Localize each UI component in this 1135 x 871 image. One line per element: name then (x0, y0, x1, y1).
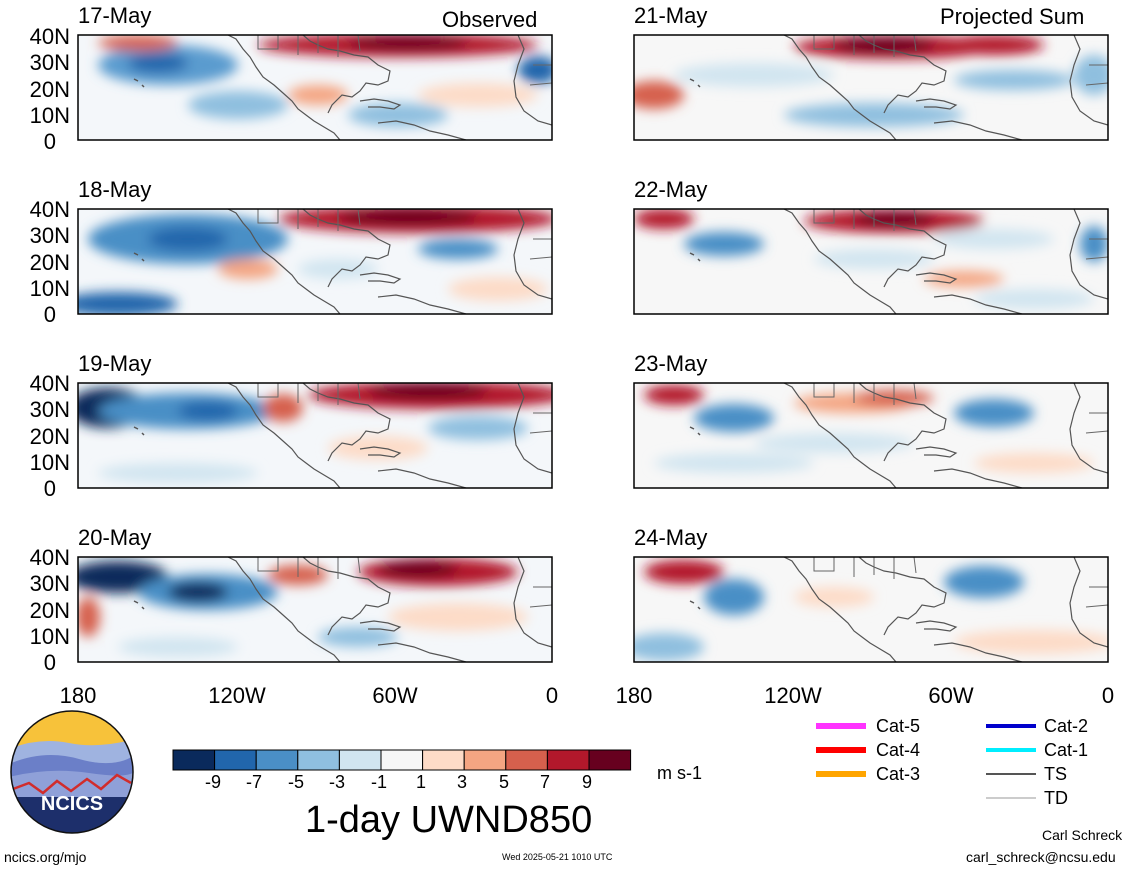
ytick: 0 (43, 476, 56, 501)
observed-header: Observed (442, 7, 538, 32)
ytick: 20N (29, 598, 70, 623)
xtick: 60W (372, 683, 418, 708)
map-panel-observed-19may (77, 382, 553, 489)
ytick: 10N (29, 624, 70, 649)
logo-text: NCICS (41, 793, 103, 815)
footer-email[interactable]: carl_schreck@ncsu.edu (966, 849, 1116, 865)
footer-timestamp: Wed 2025-05-21 1010 UTC (502, 852, 613, 862)
map-panels (77, 34, 1109, 663)
ytick: 0 (43, 650, 56, 675)
panel-title-right-3: 23-May (634, 351, 708, 376)
colorbar-tick: -9 (204, 772, 222, 792)
ytick: 20N (29, 250, 70, 275)
ytick: 20N (29, 424, 70, 449)
ytick: 30N (29, 50, 70, 75)
map-panel-observed-20may (77, 556, 553, 663)
panel-title-left-3: 19-May (78, 351, 152, 376)
colorbar-cell (380, 749, 424, 771)
map-panel-projected-24may (633, 556, 1109, 663)
colorbar-tick: 1 (415, 772, 427, 792)
colorbar-tick: 9 (581, 772, 593, 792)
map-panel-observed-18may (77, 208, 553, 315)
ytick: 20N (29, 77, 70, 102)
variable-title: 1-day UWND850 (305, 799, 593, 841)
colorbar-cell (338, 749, 382, 771)
map-panel-observed-17may (77, 34, 553, 141)
colorbar-cell (463, 749, 507, 771)
panel-title-right-2: 22-May (634, 177, 708, 202)
legend-label-cat3: Cat-3 (876, 764, 921, 784)
map-panel-projected-21may (633, 34, 1109, 141)
panel-title-left-1: 17-May (78, 3, 152, 28)
xtick: 60W (928, 683, 974, 708)
colorbar-cell (297, 749, 340, 771)
projected-header: Projected Sum (940, 4, 1085, 29)
colorbar-cell (214, 749, 257, 771)
ytick: 30N (29, 223, 70, 248)
ytick: 0 (43, 302, 56, 327)
ytick: 30N (29, 397, 70, 422)
colorbar-cell (505, 749, 548, 771)
panel-title-left-4: 20-May (78, 525, 152, 550)
legend-label-td: TD (1044, 788, 1068, 808)
xtick: 120W (764, 683, 822, 708)
ytick: 40N (29, 545, 70, 570)
colorbar-tick: -7 (245, 772, 263, 792)
footer-author: Carl Schreck (1042, 827, 1123, 843)
legend-label-cat4: Cat-4 (876, 740, 921, 760)
ytick: 0 (43, 129, 56, 154)
ytick: 30N (29, 571, 70, 596)
panel-title-right-1: 21-May (634, 3, 708, 28)
colorbar-tick: -5 (287, 772, 305, 792)
colorbar-tick: -3 (328, 772, 346, 792)
ncics-logo: NCICS (10, 710, 134, 834)
colorbar-tick: 7 (539, 772, 551, 792)
legend-label-cat2: Cat-2 (1044, 716, 1089, 736)
colorbar-tick: 3 (456, 772, 468, 792)
xtick: 0 (1101, 683, 1115, 708)
colorbar-cell (546, 749, 590, 771)
footer-url[interactable]: ncics.org/mjo (4, 849, 87, 865)
legend-label-cat5: Cat-5 (876, 716, 921, 736)
colorbar-tick: -1 (370, 772, 388, 792)
xtick: 180 (615, 683, 653, 708)
colorbar-cell (422, 749, 465, 771)
xtick: 180 (59, 683, 97, 708)
map-panel-projected-23may (633, 382, 1109, 489)
ytick: 40N (29, 24, 70, 49)
legend-swatches (816, 723, 1036, 799)
legend-label-cat1: Cat-1 (1044, 740, 1089, 760)
ytick: 10N (29, 450, 70, 475)
ytick: 10N (29, 276, 70, 301)
xtick: 0 (545, 683, 559, 708)
colorbar-cell (255, 749, 299, 771)
ytick: 40N (29, 197, 70, 222)
colorbar-cell (588, 749, 632, 771)
map-panel-projected-22may (633, 208, 1109, 315)
panel-title-right-4: 24-May (634, 525, 708, 550)
colorbar-units: m s-1 (657, 763, 702, 783)
xtick: 120W (208, 683, 266, 708)
colorbar (172, 749, 632, 771)
ytick: 10N (29, 103, 70, 128)
colorbar-cell (172, 749, 216, 771)
legend-label-ts: TS (1044, 764, 1068, 784)
colorbar-tick: 5 (498, 772, 510, 792)
panel-title-left-2: 18-May (78, 177, 152, 202)
ytick: 40N (29, 371, 70, 396)
